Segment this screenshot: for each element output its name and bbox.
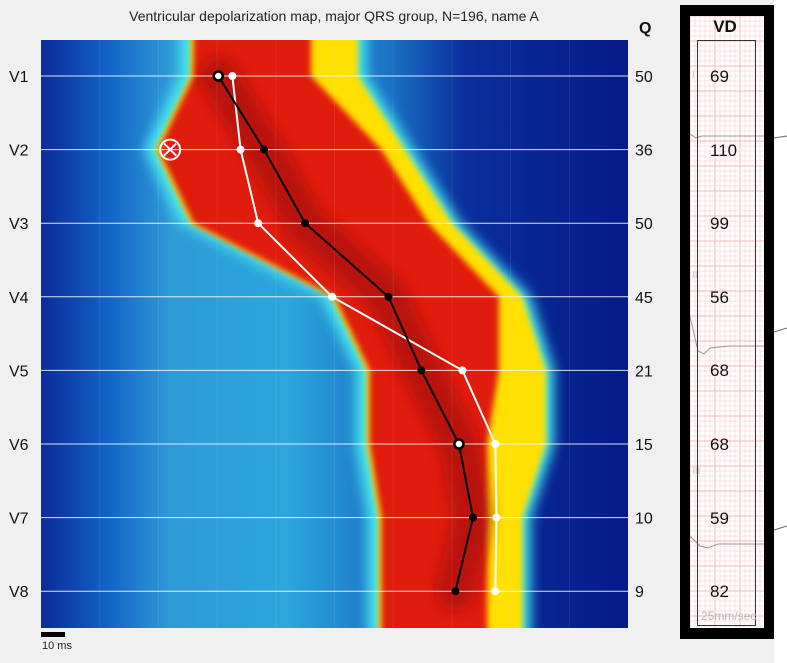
q-value: 50 [635,69,653,86]
ecg-trace [690,535,764,549]
ecg-trace [774,135,787,139]
depolarization-map: V1 V2 V3 V4 V5 V6 V7 V8 Q 50 36 50 45 21 15 10 9 [9,20,653,628]
lead-label: V3 [9,216,29,233]
q-value: 21 [635,363,653,380]
series-point [469,513,478,522]
ecg-strip-edge [774,0,787,663]
ecg-lead-mark: II [692,270,698,281]
vd-value: 110 [710,140,738,160]
vd-value: 99 [710,214,729,234]
series-point [328,292,337,301]
series-point [254,219,263,228]
q-value: 15 [635,437,653,454]
series-point [260,145,269,154]
chart-title: Ventricular depolarization map, major QR… [129,8,539,24]
ecg-trace [774,327,787,333]
ecg-trace [774,525,787,531]
series-point [417,366,426,375]
q-value: 45 [635,290,653,307]
q-header: Q [639,20,651,37]
time-scale-label: 10 ms [42,640,72,652]
ecg-trace [690,133,764,139]
lead-label: V1 [9,69,29,86]
ecg-strip-trace [774,135,787,531]
vd-panel: I II III [690,16,764,628]
lead-label: V5 [9,363,29,380]
series-point [236,145,245,154]
heat-red-zone [158,40,499,628]
q-value: 36 [635,143,653,160]
series-point [301,219,310,228]
series-line [231,75,498,592]
series-point [491,587,500,596]
lead-label: V6 [9,437,29,454]
vd-header: VD [713,17,737,36]
q-value: 10 [635,511,653,528]
vd-value: 68 [710,435,729,454]
lead-label: V2 [9,143,29,160]
series-point [458,366,467,375]
ecg-lead-mark: I [692,70,695,81]
vd-value: 59 [710,508,729,528]
circle-x-stroke [163,142,177,157]
time-scale-bar [41,632,65,637]
vd-value: 82 [710,582,729,602]
lead-label: V7 [9,511,29,528]
series-point [384,292,393,301]
lead-label: V8 [9,584,29,601]
series-point-open [212,70,225,82]
series-point [451,587,460,596]
q-value: 9 [635,584,644,601]
series-point [491,440,500,448]
series-point [492,513,501,522]
vd-value: 56 [710,287,729,307]
circle-x-marker [159,138,182,161]
series-point [228,72,237,80]
ecg-lead-mark: III [692,466,700,477]
ecg-trace [690,315,764,355]
vd-value: 69 [710,67,729,86]
vd-value: 68 [710,361,729,381]
q-value: 50 [635,216,653,233]
ecg-speed-label: 25mm/sec [701,609,757,623]
vd-values-box [697,40,756,626]
series-point-open [453,438,465,450]
lead-label: V4 [9,290,29,307]
series-line [217,75,475,592]
